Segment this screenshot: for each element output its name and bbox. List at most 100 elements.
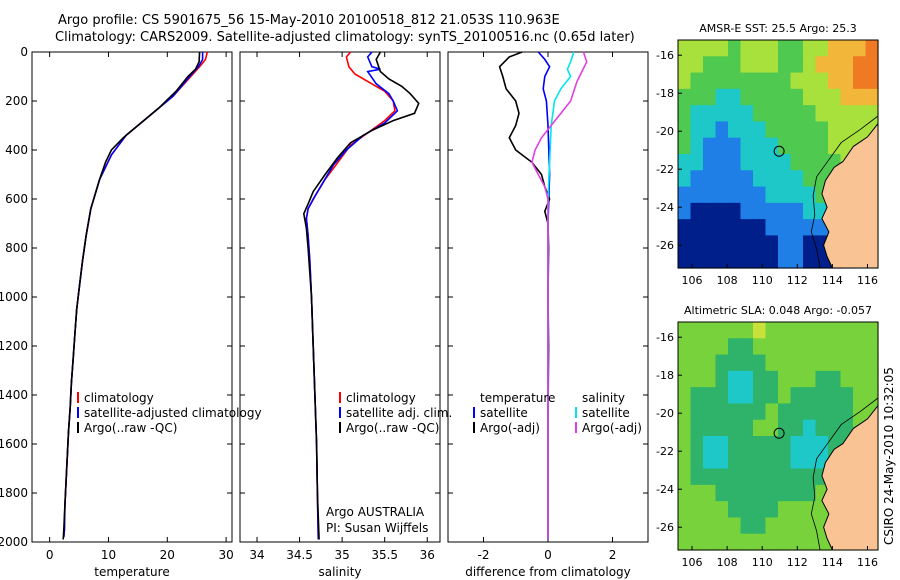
map-cell — [815, 121, 829, 139]
map-cell — [790, 235, 804, 253]
map-cell — [703, 484, 717, 502]
map-cell — [815, 154, 829, 171]
map-cell — [803, 468, 817, 486]
map-cell — [715, 419, 729, 437]
map-cell — [678, 452, 692, 470]
map-cell — [765, 501, 779, 519]
map-cell — [690, 403, 704, 421]
map-cell — [740, 354, 754, 372]
map-cell — [715, 56, 729, 74]
map-cell — [740, 370, 754, 388]
map-cell — [753, 322, 767, 339]
map-cell — [728, 370, 742, 388]
map-cell — [715, 354, 729, 372]
map-cell — [853, 105, 867, 123]
map-cell — [790, 40, 804, 57]
map-cell — [790, 154, 804, 171]
map-cell — [803, 105, 817, 123]
map-cell — [765, 484, 779, 502]
map-cell — [703, 533, 717, 551]
map-cell — [728, 56, 742, 74]
sla-map-panel: Altimetric SLA: 0.048 Argo: -0.057 106 10… — [656, 304, 879, 569]
map-cell — [690, 468, 704, 486]
map-cell — [840, 88, 854, 106]
map-cell — [778, 235, 792, 253]
map-y-tick-label: -26 — [656, 239, 674, 252]
map-cell — [728, 468, 742, 486]
map-cell — [803, 338, 817, 356]
map-cell — [703, 452, 717, 470]
map-cell — [865, 72, 879, 90]
map-cell — [803, 186, 817, 204]
map-cell — [828, 137, 842, 155]
map-cell — [728, 452, 742, 470]
temperature-ticks: 0 10 20 30 0 200 400 600 800 1000 1200 1400 1600 1800… — [0, 45, 234, 562]
map-x-tick-label: 116 — [857, 556, 878, 569]
map-cell — [703, 56, 717, 74]
map-cell — [778, 40, 792, 57]
map-cell — [853, 387, 867, 405]
map-cell — [753, 501, 767, 519]
legend-label: Argo(..raw -QC) — [346, 421, 439, 435]
map-cell — [690, 251, 704, 269]
map-cell — [715, 387, 729, 405]
map-cell — [678, 88, 692, 106]
map-cell — [715, 219, 729, 237]
map-cell — [703, 468, 717, 486]
map-cell — [790, 186, 804, 204]
y-tick-label: 1200 — [0, 339, 28, 353]
map-cell — [728, 419, 742, 437]
map-cell — [828, 403, 842, 421]
map-cell — [803, 419, 817, 437]
map-cell — [840, 105, 854, 123]
difference-series — [498, 51, 588, 540]
map-cell — [765, 154, 779, 171]
map-cell — [865, 322, 879, 339]
map-cell — [840, 403, 854, 421]
map-cell — [715, 533, 729, 551]
map-cell — [790, 202, 804, 220]
map-cell — [753, 370, 767, 388]
map-cell — [815, 322, 829, 339]
y-tick-label: 2000 — [0, 535, 28, 549]
map-cell — [765, 202, 779, 220]
map-cell — [753, 484, 767, 502]
series-line — [63, 51, 209, 538]
map-cell — [678, 105, 692, 123]
legend-label: climatology — [346, 391, 416, 405]
map-cell — [828, 105, 842, 123]
map-cell — [828, 72, 842, 90]
sla-map-land — [773, 397, 879, 551]
map-cell — [715, 72, 729, 90]
map-cell — [790, 354, 804, 372]
x-tick-label: 35 — [334, 548, 349, 562]
map-y-tick-label: -16 — [656, 49, 674, 62]
map-cell — [740, 403, 754, 421]
map-cell — [715, 154, 729, 171]
map-cell — [753, 387, 767, 405]
map-cell — [790, 517, 804, 535]
map-cell — [753, 137, 767, 155]
map-cell — [778, 251, 792, 269]
x-tick-label: 0 — [46, 548, 54, 562]
map-y-tick-label: -18 — [656, 369, 674, 382]
map-cell — [790, 452, 804, 470]
map-cell — [865, 354, 879, 372]
map-cell — [715, 517, 729, 535]
map-cell — [803, 517, 817, 535]
map-cell — [678, 121, 692, 139]
map-cell — [703, 338, 717, 356]
map-y-tick-label: -24 — [656, 201, 674, 214]
map-cell — [690, 219, 704, 237]
map-cell — [803, 88, 817, 106]
map-cell — [765, 88, 779, 106]
x-tick-label: 0 — [544, 548, 552, 562]
map-cell — [740, 219, 754, 237]
y-tick-label: 1800 — [0, 486, 28, 500]
map-cell — [853, 338, 867, 356]
legend-title-salinity: salinity — [582, 391, 625, 405]
x-tick-label: 10 — [101, 548, 116, 562]
map-cell — [753, 154, 767, 171]
y-tick-label: 1000 — [0, 290, 28, 304]
map-cell — [715, 88, 729, 106]
